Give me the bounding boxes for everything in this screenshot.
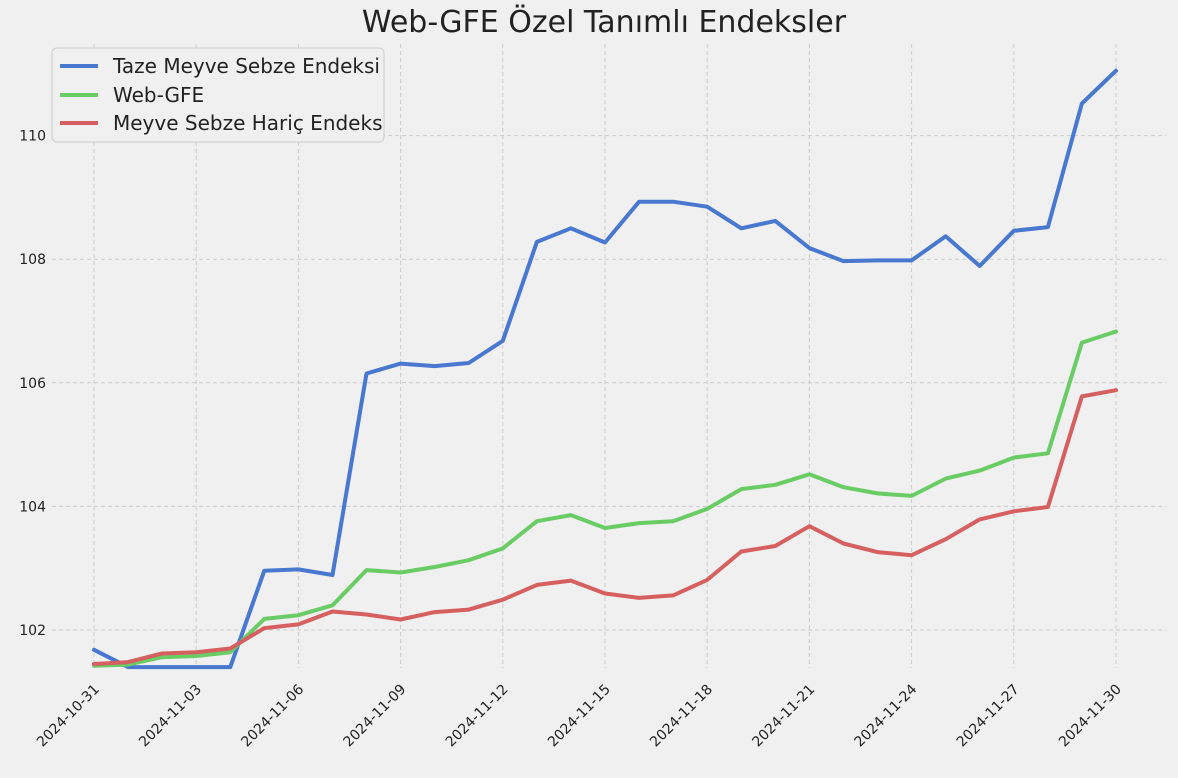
- series-layer: [92, 68, 1118, 670]
- series-line-1: [92, 329, 1118, 668]
- legend-label-haric: Meyve Sebze Hariç Endeks: [113, 111, 383, 135]
- y-tick-label: 110: [19, 129, 46, 145]
- legend-box: [51, 47, 385, 143]
- grid-layer: [52, 44, 1166, 668]
- legend: Taze Meyve Sebze Endeksi Web-GFE Meyve S…: [51, 47, 385, 143]
- y-tick-label: 106: [19, 376, 46, 392]
- legend-label-taze: Taze Meyve Sebze Endeksi: [112, 54, 380, 78]
- legend-label-webgfe: Web-GFE: [113, 83, 204, 107]
- chart-title: Web-GFE Özel Tanımlı Endeksler: [362, 4, 847, 40]
- series-line-0: [92, 68, 1118, 670]
- y-tick-label: 108: [19, 252, 46, 268]
- y-tick-label: 104: [19, 499, 46, 515]
- series-line-2: [92, 388, 1118, 666]
- y-tick-label: 102: [19, 623, 46, 639]
